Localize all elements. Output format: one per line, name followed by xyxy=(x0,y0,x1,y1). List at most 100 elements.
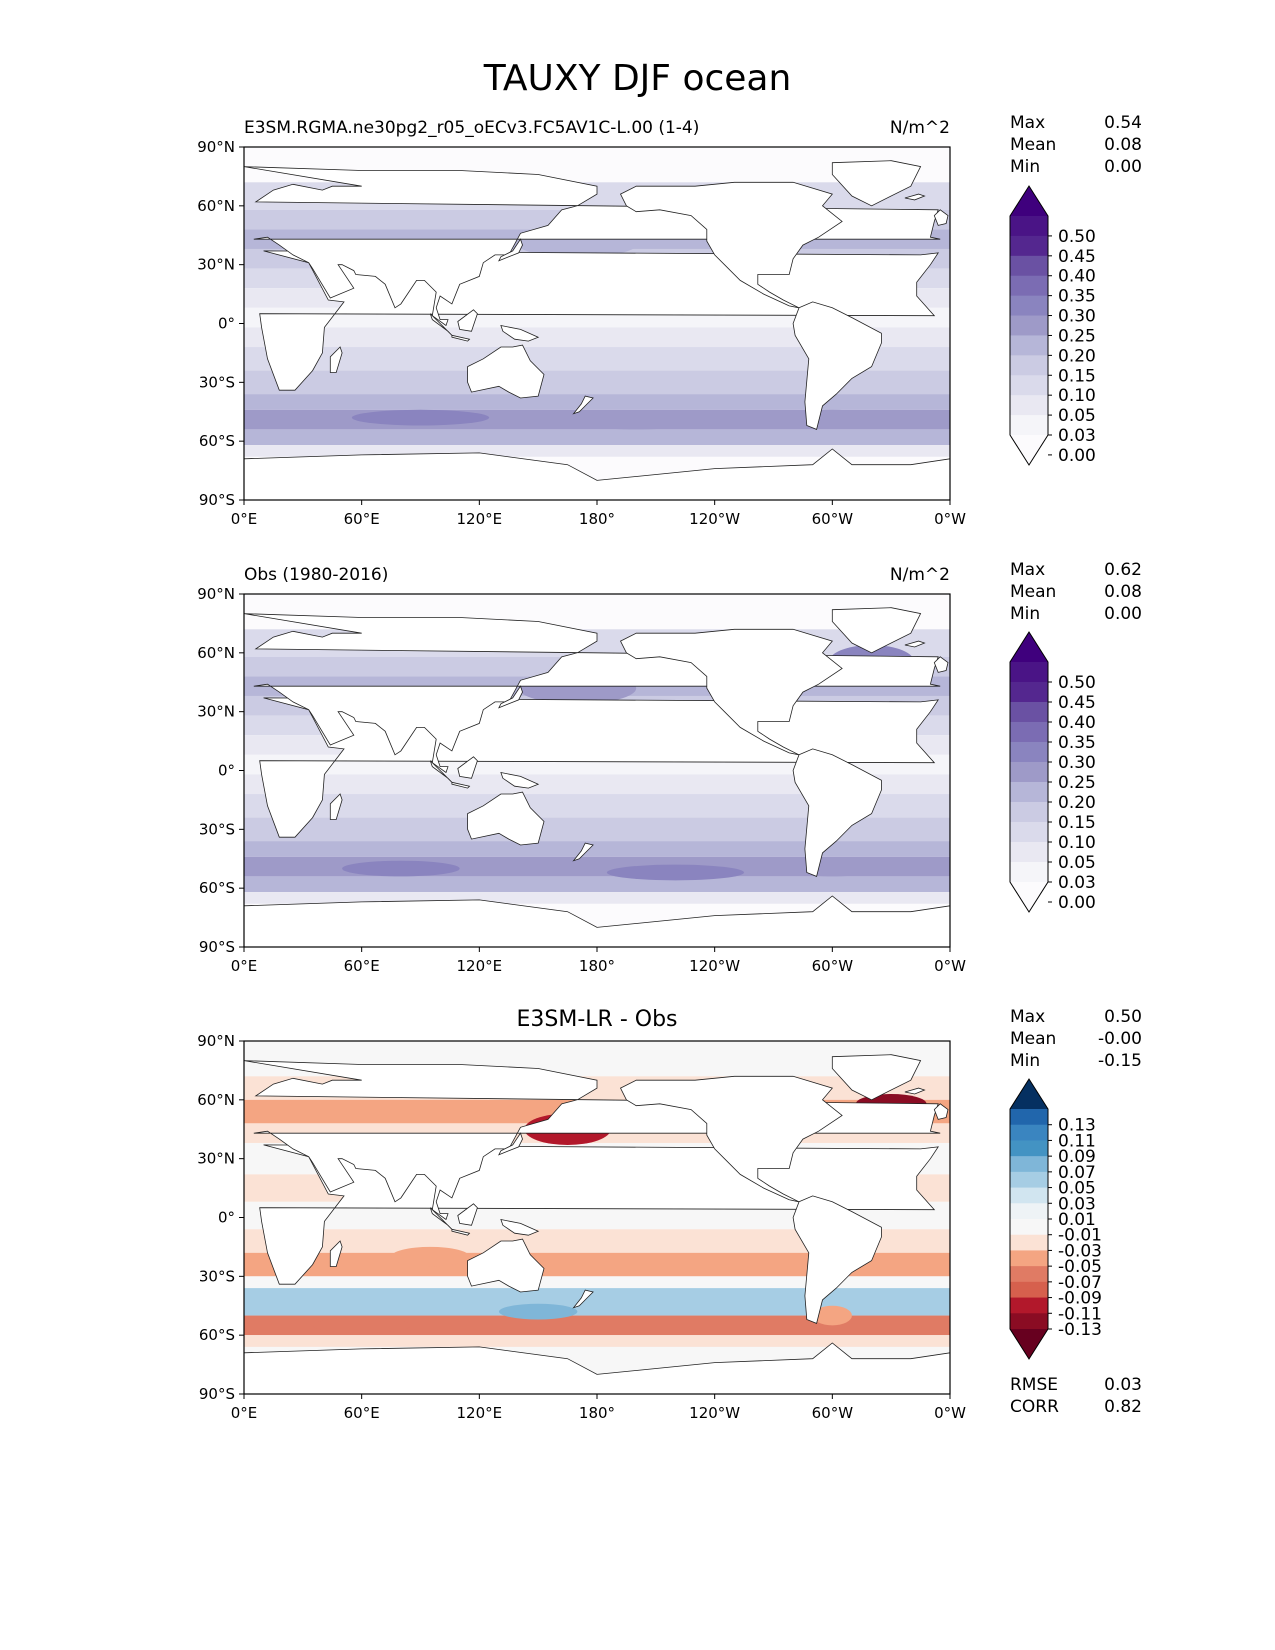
stat-value: -0.15 xyxy=(1098,1051,1142,1071)
panel-1-title-left: E3SM.RGMA.ne30pg2_r05_oECv3.FC5AV1C-L.00… xyxy=(244,118,700,138)
colorbar-tick-label: 0.35 xyxy=(1058,733,1096,753)
colorbar-tick-label: 0.35 xyxy=(1058,287,1096,307)
colorbar-tick-label: 0.03 xyxy=(1058,873,1096,893)
coastline xyxy=(933,209,949,226)
stat-row: Mean -0.00 xyxy=(1010,1028,1142,1050)
coastline xyxy=(457,756,478,779)
field-anomaly xyxy=(391,1246,470,1267)
coastline xyxy=(831,1054,922,1101)
lon-tick-label: 60°W xyxy=(812,957,854,975)
lat-tick-label: 0° xyxy=(218,315,235,333)
colorbar-segment xyxy=(1010,255,1048,277)
field-anomaly xyxy=(498,1303,578,1320)
stat-value: 0.82 xyxy=(1104,1397,1142,1417)
colorbar-segment xyxy=(1010,782,1048,803)
colorbar-tick-label: 0.30 xyxy=(1058,307,1096,327)
field-band xyxy=(244,370,950,395)
stat-key: Mean xyxy=(1010,582,1057,602)
stat-value: 0.00 xyxy=(1104,604,1142,624)
lon-tick-label: 0°E xyxy=(231,957,258,975)
stat-key: Min xyxy=(1010,1051,1041,1071)
colorbar-tick-label: 0.03 xyxy=(1058,426,1096,446)
field-band xyxy=(244,794,950,818)
lat-tick-label: 90°S xyxy=(199,1385,235,1403)
colorbar-segment xyxy=(1010,1109,1048,1126)
colorbar-tick-label: 0.25 xyxy=(1058,326,1096,346)
lat-tick-label: 90°N xyxy=(197,1032,235,1050)
coastline xyxy=(451,334,471,342)
field-anomaly xyxy=(351,409,490,426)
stat-key: Min xyxy=(1010,157,1041,177)
colorbar-segment xyxy=(1010,1187,1048,1204)
lon-tick-label: 60°E xyxy=(344,510,380,528)
colorbar-segment xyxy=(1010,275,1048,297)
lat-tick-label: 90°S xyxy=(199,491,235,509)
colorbar-segment xyxy=(1010,1203,1048,1220)
coastline xyxy=(498,1132,523,1156)
coastline xyxy=(904,640,926,648)
colorbar-segment xyxy=(1010,1234,1048,1251)
colorbar-tick-label: 0.10 xyxy=(1058,833,1096,853)
colorbar-segment xyxy=(1010,1250,1048,1267)
lon-tick-label: 60°W xyxy=(812,1404,854,1422)
colorbar-segment xyxy=(1010,662,1048,683)
coastline xyxy=(500,1218,540,1236)
stat-row: Max 0.54 xyxy=(1010,112,1142,134)
colorbar-tick-label: 0.09 xyxy=(1058,1147,1096,1167)
colorbar-segment xyxy=(1010,295,1048,317)
coastline xyxy=(619,181,843,309)
field-band xyxy=(244,429,950,446)
lat-tick-label: 30°N xyxy=(197,256,235,274)
coastline xyxy=(933,1103,949,1120)
colorbar-segment xyxy=(1010,1297,1048,1314)
stat-key: RMSE xyxy=(1010,1375,1059,1395)
colorbar-segment xyxy=(1010,1124,1048,1141)
colorbar-extend-min xyxy=(1010,882,1048,912)
coastline xyxy=(933,656,949,673)
stat-key: Max xyxy=(1010,113,1046,133)
stat-value: 0.08 xyxy=(1104,582,1142,602)
field-band xyxy=(244,1315,950,1336)
lat-tick-label: 60°N xyxy=(197,1091,235,1109)
colorbar-2: 0.500.450.400.350.300.250.200.150.100.05… xyxy=(1009,631,1096,913)
field-anomaly xyxy=(342,860,460,877)
lon-tick-label: 120°W xyxy=(689,1404,740,1422)
lon-tick-label: 0°W xyxy=(934,1404,966,1422)
colorbar-tick-label: 0.20 xyxy=(1058,793,1096,813)
coastline xyxy=(467,791,545,846)
coastline xyxy=(498,685,523,709)
colorbar-segment xyxy=(1010,682,1048,703)
colorbar-tick-label: 0.10 xyxy=(1058,386,1096,406)
stat-row: Min -0.15 xyxy=(1010,1050,1142,1072)
field-band xyxy=(244,876,950,893)
colorbar-tick-label: 0.05 xyxy=(1058,1179,1096,1199)
lat-tick-label: 60°N xyxy=(197,197,235,215)
field-band xyxy=(244,774,950,795)
field-band xyxy=(244,1335,950,1347)
stat-row: RMSE 0.03 xyxy=(1010,1374,1142,1396)
stat-value: 0.50 xyxy=(1104,1007,1142,1027)
panel-1-stats: Max 0.54 Mean 0.08 Min 0.00 xyxy=(1010,112,1142,178)
colorbar-extend-max xyxy=(1010,186,1048,216)
colorbar-extend-max xyxy=(1010,632,1048,662)
lat-tick-label: 60°S xyxy=(199,879,235,897)
colorbar-segment xyxy=(1010,1140,1048,1157)
colorbar-segment xyxy=(1010,375,1048,396)
lon-tick-label: 60°E xyxy=(344,957,380,975)
colorbar-segment xyxy=(1010,762,1048,783)
lon-tick-label: 0°W xyxy=(934,957,966,975)
colorbar-segment xyxy=(1010,862,1048,883)
panel-3-stats: Max 0.50 Mean -0.00 Min -0.15 xyxy=(1010,1006,1142,1072)
colorbar-segment xyxy=(1010,355,1048,376)
colorbar-tick-label: 0.20 xyxy=(1058,346,1096,366)
field-band xyxy=(244,841,950,857)
lat-tick-label: 0° xyxy=(218,1209,235,1227)
stat-value: 0.03 xyxy=(1104,1375,1142,1395)
colorbar-tick-label: 0.50 xyxy=(1058,227,1096,247)
colorbar-segment xyxy=(1010,1156,1048,1173)
colorbar-tick-label: 0.00 xyxy=(1058,446,1096,466)
map-field xyxy=(244,594,950,947)
coastline xyxy=(619,1075,843,1203)
colorbar-tick-label: 0.40 xyxy=(1058,713,1096,733)
